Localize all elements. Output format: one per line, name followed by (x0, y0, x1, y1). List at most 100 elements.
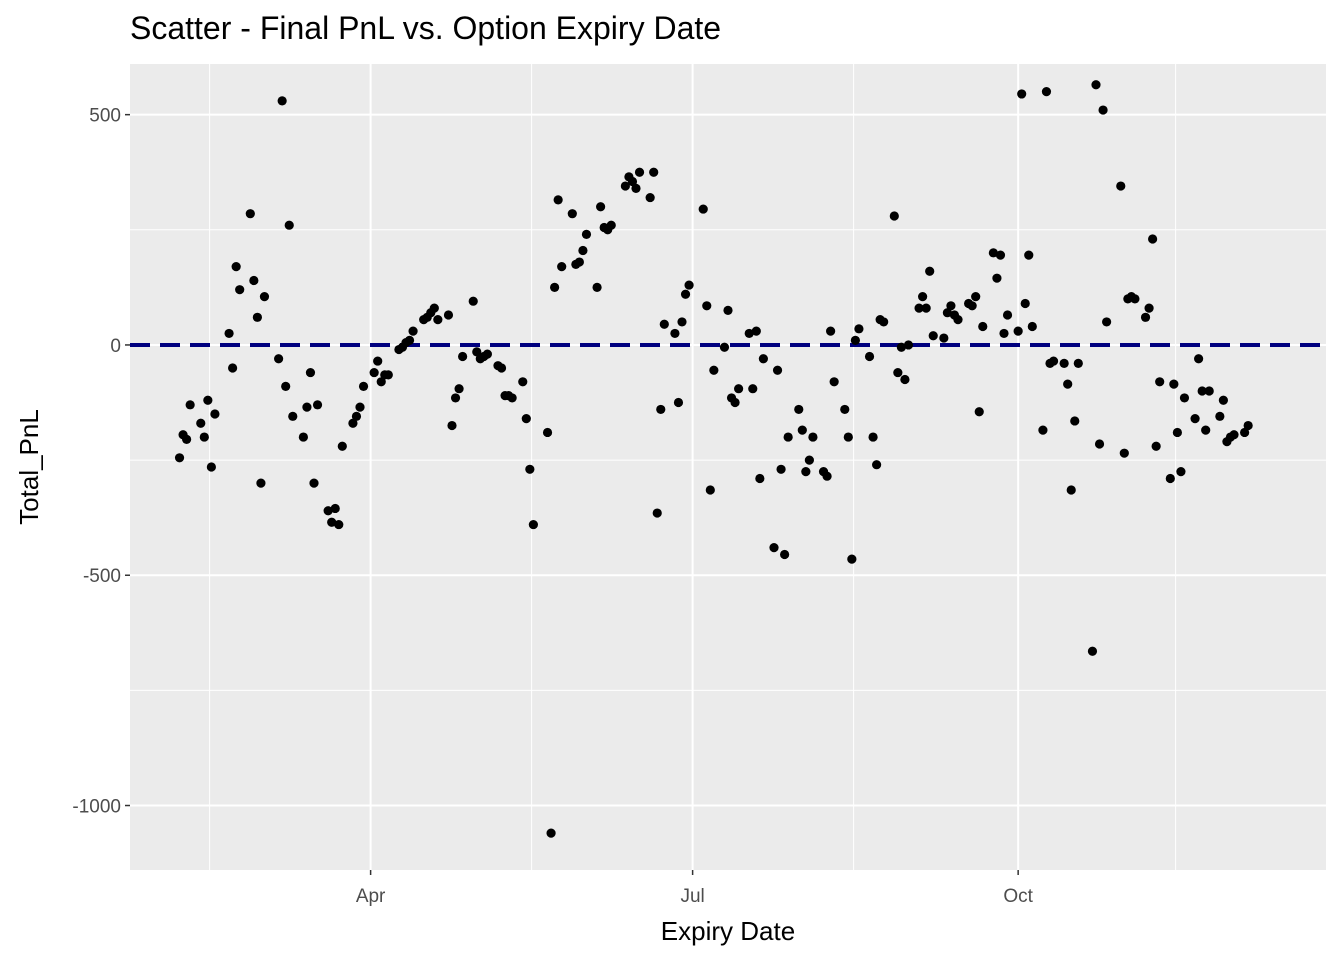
data-point (1140, 312, 1151, 322)
data-point (751, 326, 761, 336)
data-point (1048, 356, 1059, 366)
data-point (606, 220, 616, 230)
y-tick-label: 0 (110, 336, 121, 357)
data-point (1091, 80, 1101, 90)
data-point (1098, 105, 1108, 115)
data-point (1130, 294, 1140, 304)
y-tick-label: 500 (89, 106, 121, 127)
data-point (376, 377, 386, 387)
data-point (652, 508, 662, 518)
data-point (872, 460, 882, 470)
data-point (889, 211, 899, 221)
data-point (550, 282, 560, 292)
data-point (840, 404, 850, 415)
data-point (847, 554, 857, 564)
data-point (1172, 427, 1182, 438)
data-point (182, 434, 192, 444)
data-point (896, 342, 906, 352)
data-point (645, 192, 655, 203)
data-point (277, 96, 287, 106)
data-point (302, 402, 312, 412)
data-point (496, 363, 507, 373)
data-point (808, 432, 818, 442)
data-point (1201, 425, 1211, 435)
data-point (578, 245, 588, 256)
data-point (1073, 358, 1083, 368)
data-point (634, 167, 645, 177)
data-point (992, 273, 1002, 283)
data-point (758, 354, 768, 364)
data-point (698, 204, 708, 214)
data-point (673, 397, 684, 408)
data-point (228, 363, 238, 373)
data-point (235, 285, 245, 295)
data-point (914, 303, 924, 313)
data-point (659, 319, 669, 329)
data-point (330, 503, 340, 514)
data-point (999, 328, 1009, 339)
x-tick-label: Apr (356, 886, 386, 907)
data-point (206, 462, 216, 472)
data-point (351, 411, 362, 421)
data-point (199, 432, 209, 442)
data-point (677, 317, 687, 327)
x-axis: Apr Jul Oct (356, 870, 1034, 907)
data-point (454, 384, 464, 394)
data-point (772, 365, 783, 375)
data-point (373, 356, 383, 366)
data-point (719, 342, 730, 352)
x-tick-label: Jul (680, 886, 704, 907)
data-point (553, 195, 563, 205)
data-point (850, 335, 860, 345)
data-point (581, 229, 592, 240)
data-point (482, 349, 492, 359)
data-point (900, 374, 910, 385)
data-point (443, 310, 454, 320)
data-point (528, 519, 538, 530)
data-point (174, 453, 185, 463)
data-point (804, 455, 814, 465)
data-point (801, 467, 811, 477)
data-point (1038, 425, 1048, 435)
data-point (918, 291, 928, 302)
data-point (596, 202, 606, 212)
data-point (1002, 310, 1013, 320)
data-point (702, 301, 712, 311)
data-point (829, 377, 839, 387)
data-point (879, 317, 889, 327)
data-point (730, 397, 740, 408)
data-point (854, 324, 864, 334)
data-point (797, 425, 807, 435)
data-point (1197, 386, 1207, 396)
data-point (567, 209, 577, 219)
data-point (358, 381, 369, 391)
data-point (429, 303, 439, 313)
data-point (1218, 395, 1228, 405)
data-point (433, 315, 443, 325)
data-point (705, 485, 715, 495)
data-point (631, 183, 641, 193)
data-point (748, 384, 758, 394)
data-point (1027, 321, 1037, 332)
data-point (783, 432, 793, 442)
data-point (1165, 473, 1175, 484)
data-point (1066, 485, 1076, 495)
data-point (249, 275, 259, 286)
data-point (1169, 379, 1179, 389)
data-point (210, 409, 220, 419)
data-point (1059, 358, 1069, 368)
data-point (1102, 317, 1112, 327)
data-point (288, 411, 298, 421)
data-point (988, 248, 998, 258)
data-point (1013, 326, 1023, 336)
data-point (1017, 89, 1027, 99)
data-point (971, 291, 981, 302)
data-point (546, 828, 556, 838)
data-point (903, 340, 914, 350)
y-axis-title: Total_PnL (14, 409, 44, 525)
data-point (404, 335, 415, 345)
data-point (542, 427, 553, 438)
data-point (1094, 439, 1105, 449)
data-point (185, 400, 195, 410)
